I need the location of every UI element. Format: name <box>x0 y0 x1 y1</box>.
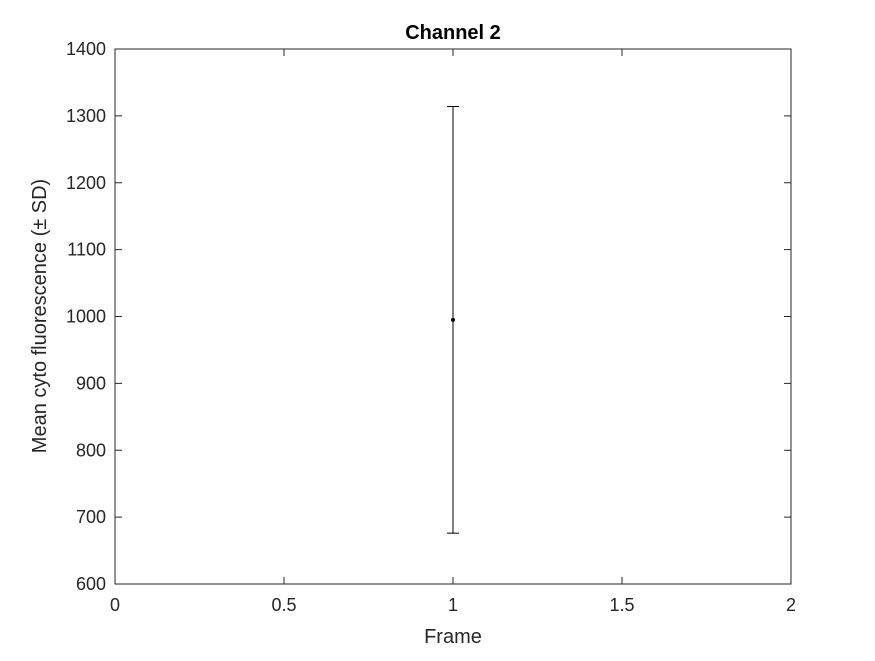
axes-box <box>114 48 792 585</box>
x-tick-label: 0 <box>110 595 120 615</box>
y-tick-label: 1100 <box>67 240 106 260</box>
y-tick-label: 1300 <box>66 106 106 126</box>
y-tick-label: 1200 <box>66 173 106 193</box>
x-tick-label: 1.5 <box>609 595 634 615</box>
data-point <box>451 317 455 322</box>
x-axis-label: Frame <box>424 626 482 648</box>
data-marks <box>447 106 459 534</box>
x-tick-label: 0.5 <box>271 595 296 615</box>
x-tick-label: 2 <box>786 595 796 615</box>
tick-labels: 0 0.5 1 1.5 2 600 700 800 900 1000 1100 1200 1300 140… <box>66 39 796 615</box>
chart-title: Channel 2 <box>405 22 501 44</box>
y-tick-label: 600 <box>76 574 106 594</box>
y-tick-label: 1400 <box>66 39 106 59</box>
y-axis-label: Mean cyto fluorescence (± SD) <box>29 179 51 453</box>
y-tick-label: 1000 <box>66 307 106 327</box>
y-tick-label: 900 <box>76 373 106 393</box>
x-tick-label: 1 <box>448 595 458 615</box>
y-tick-label: 800 <box>76 440 106 460</box>
y-tick-label: 700 <box>76 507 106 527</box>
